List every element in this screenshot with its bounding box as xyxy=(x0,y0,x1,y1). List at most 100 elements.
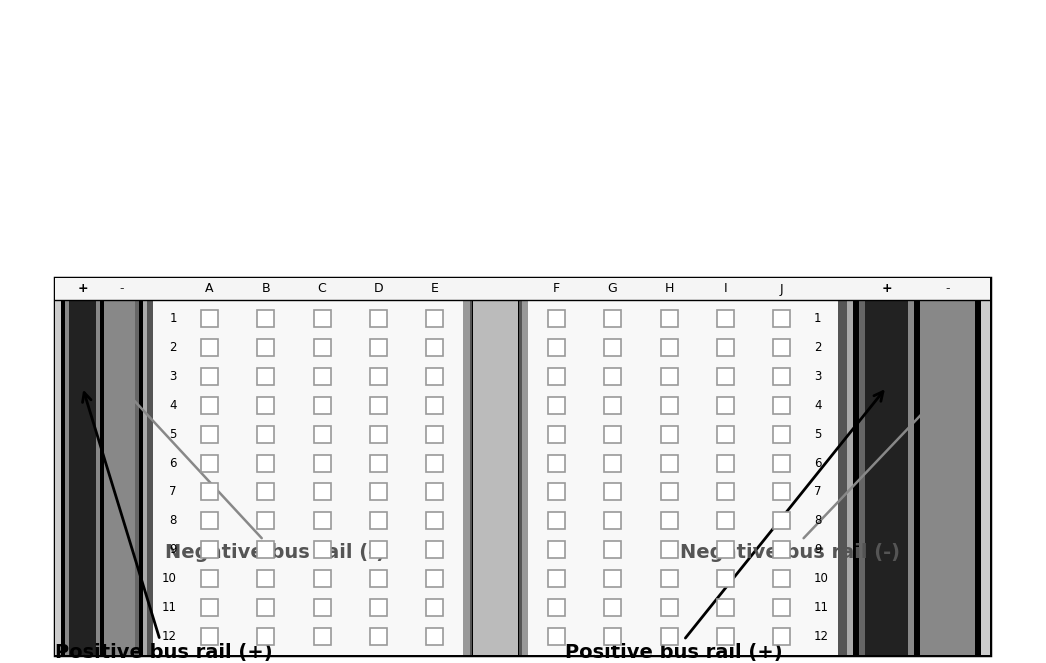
Text: 11: 11 xyxy=(162,601,177,614)
Bar xyxy=(201,396,218,414)
Bar xyxy=(605,570,621,587)
Text: 10: 10 xyxy=(814,572,828,585)
Bar xyxy=(969,278,975,655)
Text: J: J xyxy=(780,282,783,296)
Bar xyxy=(427,339,444,356)
Bar xyxy=(370,599,387,616)
Bar xyxy=(474,278,518,655)
Bar xyxy=(660,628,678,645)
Bar xyxy=(427,426,444,443)
Bar xyxy=(370,368,387,385)
Bar xyxy=(865,278,908,655)
Bar xyxy=(773,455,791,471)
Bar xyxy=(201,339,218,356)
Bar xyxy=(605,541,621,558)
Bar xyxy=(470,278,472,655)
Text: 10: 10 xyxy=(162,572,177,585)
Bar xyxy=(427,541,444,558)
Bar xyxy=(147,278,153,655)
Bar xyxy=(920,278,926,655)
Bar xyxy=(472,278,474,655)
Bar xyxy=(135,278,139,655)
Text: -: - xyxy=(946,282,950,296)
Bar xyxy=(61,278,65,655)
Bar xyxy=(314,599,331,616)
Bar xyxy=(660,426,678,443)
Bar xyxy=(96,278,100,655)
Bar xyxy=(859,278,865,655)
Bar xyxy=(914,278,920,655)
Text: E: E xyxy=(431,282,438,296)
Bar xyxy=(975,278,981,655)
Bar xyxy=(660,310,678,327)
Bar xyxy=(660,541,678,558)
Bar xyxy=(548,310,565,327)
Bar xyxy=(370,570,387,587)
Bar xyxy=(201,512,218,529)
Bar xyxy=(314,570,331,587)
Text: Negative bus rail (-): Negative bus rail (-) xyxy=(126,391,385,562)
Bar xyxy=(773,599,791,616)
Bar xyxy=(108,278,135,655)
Bar xyxy=(370,310,387,327)
Bar xyxy=(717,512,734,529)
Text: D: D xyxy=(373,282,383,296)
Bar xyxy=(548,541,565,558)
Bar xyxy=(55,278,61,655)
Text: 12: 12 xyxy=(814,630,829,643)
Bar xyxy=(522,278,528,655)
Bar xyxy=(257,570,274,587)
Text: 8: 8 xyxy=(814,514,821,527)
Bar xyxy=(660,368,678,385)
Bar xyxy=(139,278,143,655)
Bar xyxy=(717,628,734,645)
Bar xyxy=(908,278,914,655)
Bar xyxy=(717,570,734,587)
Bar xyxy=(104,278,108,655)
Bar xyxy=(660,455,678,471)
Bar xyxy=(201,310,218,327)
Bar xyxy=(257,339,274,356)
Bar xyxy=(548,512,565,529)
Bar xyxy=(257,512,274,529)
Text: Positive bus rail (+): Positive bus rail (+) xyxy=(55,392,273,662)
Text: 12: 12 xyxy=(162,630,177,643)
Text: 6: 6 xyxy=(169,457,177,469)
Text: C: C xyxy=(318,282,326,296)
Bar xyxy=(605,339,621,356)
Bar xyxy=(548,396,565,414)
Bar xyxy=(605,310,621,327)
Bar xyxy=(100,278,104,655)
Bar xyxy=(773,426,791,443)
Text: H: H xyxy=(664,282,674,296)
Bar xyxy=(605,599,621,616)
Bar xyxy=(69,278,96,655)
Bar xyxy=(854,278,859,655)
Bar xyxy=(717,541,734,558)
Text: Positive bus rail (+): Positive bus rail (+) xyxy=(565,392,883,662)
Bar xyxy=(314,541,331,558)
Text: 4: 4 xyxy=(814,398,821,412)
Bar xyxy=(773,310,791,327)
Bar xyxy=(717,396,734,414)
Text: 3: 3 xyxy=(814,370,821,383)
Bar xyxy=(201,483,218,501)
Bar xyxy=(660,483,678,501)
Text: 11: 11 xyxy=(814,601,829,614)
Bar xyxy=(773,339,791,356)
Bar xyxy=(773,570,791,587)
Bar xyxy=(201,541,218,558)
Bar xyxy=(257,541,274,558)
Bar xyxy=(201,570,218,587)
Bar xyxy=(201,599,218,616)
Bar xyxy=(314,455,331,471)
Bar xyxy=(660,599,678,616)
Bar xyxy=(605,455,621,471)
Bar xyxy=(143,278,147,655)
Bar xyxy=(257,396,274,414)
Bar xyxy=(548,368,565,385)
Bar xyxy=(548,426,565,443)
Bar xyxy=(605,628,621,645)
Bar xyxy=(55,278,990,655)
Text: Negative bus rail (-): Negative bus rail (-) xyxy=(680,391,943,562)
